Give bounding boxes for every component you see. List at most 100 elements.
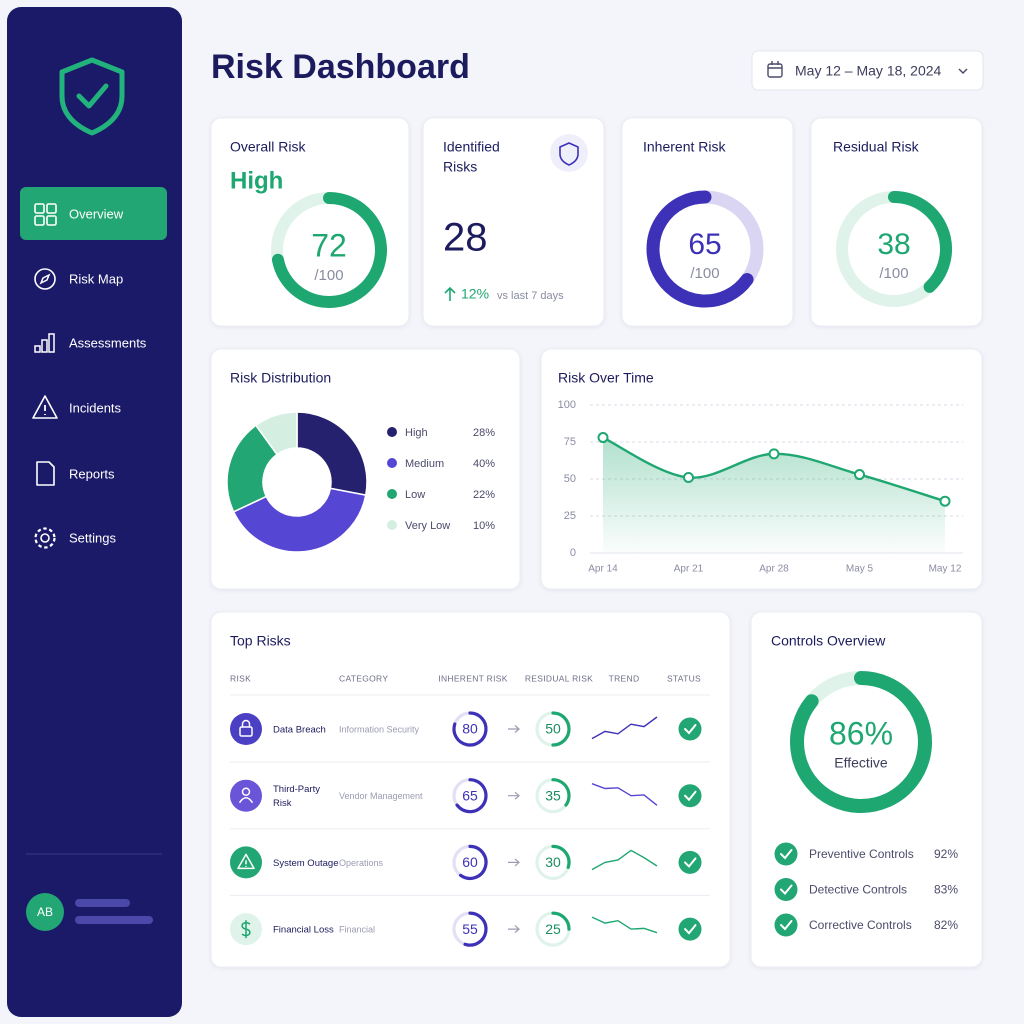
status-icon [678, 850, 702, 874]
x-tick-label: Apr 21 [674, 564, 704, 575]
nav-icon [34, 268, 56, 290]
change-note: vs last 7 days [497, 290, 564, 302]
shield-badge [550, 134, 588, 172]
table-row[interactable]: Financial Loss Financial [230, 913, 702, 946]
inherent-mini-gauge-arc [458, 844, 488, 880]
column-header: STATUS [667, 673, 701, 683]
column-header: TREND [609, 673, 640, 683]
legend-swatch [387, 427, 397, 437]
risk-icon-glyph [241, 920, 251, 939]
table-row[interactable]: Third-Party Risk Vendor Management [230, 779, 702, 812]
legend-value: 10% [473, 520, 495, 532]
shield-icon [559, 142, 579, 166]
nav-icon [41, 339, 48, 353]
residual-value: 35 [545, 787, 561, 803]
kpi-max: /100 [879, 265, 908, 282]
nav-label: Risk Map [69, 271, 123, 286]
nav-icon [32, 395, 58, 419]
column-header: INHERENT RISK [438, 673, 507, 683]
kpi-title: Inherent Risk [643, 139, 726, 155]
control-check-mark [780, 920, 793, 931]
card [210, 117, 410, 327]
date-picker[interactable]: May 12 – May 18, 2024 [751, 50, 984, 91]
nav-item[interactable]: Reports [36, 461, 115, 486]
residual-value: 50 [545, 721, 561, 737]
column-header: RISK [230, 673, 251, 683]
card-title: Controls Overview [771, 633, 886, 649]
controls-gauge-arc [790, 671, 932, 813]
legend-value: 28% [473, 427, 495, 439]
inherent-value: 60 [462, 854, 478, 870]
residual-mini-gauge-arc [551, 711, 571, 747]
table-title: Top Risks [230, 633, 291, 649]
status-icon [678, 717, 702, 741]
card [210, 611, 731, 968]
nav-item[interactable]: Assessments [34, 333, 147, 353]
nav-label: Reports [69, 466, 115, 481]
chart-title: Risk Over Time [558, 370, 654, 386]
line-point [597, 432, 609, 444]
nav-item[interactable]: Settings [34, 527, 117, 549]
kpi-max: /100 [690, 265, 719, 282]
table-row[interactable]: Data Breach Information Security [230, 713, 702, 745]
nav-icon [36, 461, 55, 486]
kpi-value: 72 [311, 227, 347, 263]
control-check [774, 913, 798, 937]
inherent-value: 65 [462, 787, 478, 803]
kpi-title: Risks [443, 159, 477, 175]
residual-value: 25 [545, 921, 561, 937]
column-header: CATEGORY [339, 673, 388, 683]
risk-icon-glyph [238, 796, 254, 804]
legend-value: 22% [473, 489, 495, 501]
nav-label: Incidents [69, 400, 122, 415]
donut-slice [296, 411, 368, 496]
risk-category: Financial [339, 924, 375, 934]
line-area [603, 437, 945, 553]
nav-icon [34, 215, 45, 226]
x-tick-label: May 5 [846, 564, 874, 575]
risk-name: Data Breach [273, 725, 326, 736]
control-name: Corrective Controls [809, 918, 912, 932]
legend-value: 40% [473, 458, 495, 470]
trend-sparkline [591, 783, 658, 806]
line-point [939, 495, 951, 507]
risk-category: Vendor Management [339, 791, 423, 801]
inherent-value: 55 [462, 921, 478, 937]
status-check [684, 790, 697, 802]
donut-slice [232, 487, 367, 553]
nav-item[interactable]: Incidents [32, 395, 122, 419]
chevron [958, 68, 968, 75]
control-value: 82% [934, 918, 958, 932]
nav-icon [48, 333, 55, 353]
nav-icon [46, 203, 57, 214]
control-value: 92% [934, 847, 958, 861]
nav-item[interactable]: Overview [20, 187, 167, 240]
kpi-value: 65 [688, 228, 721, 261]
residual-mini-gauge-arc [551, 844, 571, 869]
logo-check [76, 83, 109, 109]
legend-label: Medium [405, 458, 444, 470]
nav-label: Overview [69, 206, 124, 221]
line-point [683, 472, 694, 484]
kpi-value: 28 [443, 216, 488, 260]
y-tick-label: 75 [564, 436, 576, 448]
avatar[interactable] [26, 893, 64, 931]
control-value: 83% [934, 883, 958, 897]
legend-swatch [387, 458, 397, 468]
kpi-title: Overall Risk [230, 139, 306, 155]
nav-item[interactable]: Risk Map [34, 268, 123, 290]
line-point [854, 469, 865, 481]
risk-category: Information Security [339, 724, 420, 734]
nav-icon [34, 203, 45, 214]
inherent-mini-gauge-arc [452, 711, 488, 747]
chart-title: Risk Distribution [230, 370, 331, 386]
column-header: RESIDUAL RISK [525, 673, 593, 683]
change-value: 12% [461, 286, 489, 302]
date-picker-box [751, 50, 984, 91]
kpi-max: /100 [314, 267, 343, 284]
risk-icon [230, 713, 262, 745]
table-row[interactable]: System Outage Operations [230, 846, 702, 879]
y-tick-label: 50 [564, 473, 576, 485]
risk-icon-glyph [241, 719, 251, 727]
risk-icon-glyph [241, 787, 251, 796]
